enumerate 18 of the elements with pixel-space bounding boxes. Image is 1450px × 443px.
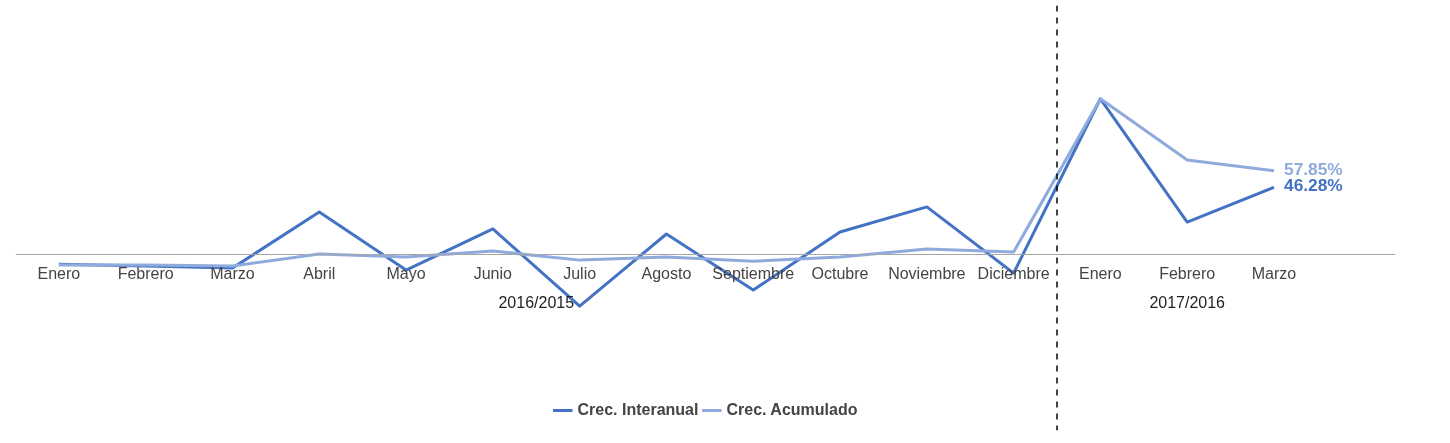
x-tick-label: Marzo: [210, 265, 255, 283]
x-tick-label: Febrero: [117, 265, 174, 283]
x-tick-label: Abril: [303, 265, 336, 283]
x-tick-label: Mayo: [386, 265, 426, 283]
x-tick-label: Junio: [473, 265, 513, 283]
annotation: 2017/2016: [1149, 294, 1226, 312]
legend-label: Crec. Interanual: [577, 401, 699, 419]
x-tick-label: Febrero: [1159, 265, 1216, 283]
x-tick-label: Enero: [37, 265, 81, 283]
x-tick-label: Marzo: [1251, 265, 1297, 283]
x-tick-label: Noviembre: [888, 265, 966, 283]
legend-label: Crec. Acumulado: [726, 401, 858, 419]
x-tick-label: Agosto: [641, 265, 692, 283]
x-tick-label: Diciembre: [977, 265, 1050, 283]
x-tick-label: Enero: [1079, 265, 1122, 283]
annotation: 2016/2015: [498, 294, 575, 312]
x-tick-label: Julio: [563, 265, 597, 283]
x-tick-label: Octubre: [811, 265, 869, 283]
